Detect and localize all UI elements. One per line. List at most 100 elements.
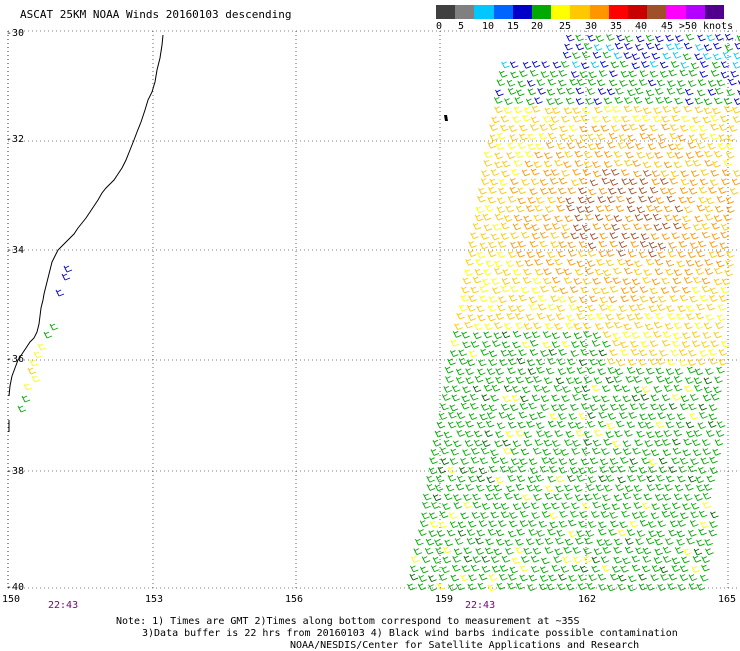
- wind-barb: [683, 276, 693, 284]
- wind-barb: [622, 492, 632, 500]
- wind-barb: [660, 287, 670, 294]
- wind-barb: [687, 251, 697, 259]
- wind-barb: [594, 150, 603, 158]
- wind-barb: [563, 277, 573, 284]
- wind-barb: [546, 314, 556, 322]
- wind-barb: [580, 348, 589, 356]
- wind-barb: [608, 79, 618, 87]
- wind-barb: [456, 583, 465, 591]
- wind-barb: [524, 160, 534, 168]
- wind-barb: [475, 537, 484, 545]
- wind-barb: [639, 132, 649, 140]
- wind-barb: [689, 242, 699, 250]
- wind-barb: [673, 384, 683, 392]
- wind-barb: [628, 178, 638, 186]
- wind-barb: [658, 141, 667, 149]
- wind-barb: [606, 357, 616, 365]
- wind-barb: [715, 322, 724, 329]
- wind-barb: [554, 430, 563, 437]
- wind-barb: [696, 539, 705, 547]
- wind-barb: [507, 251, 517, 258]
- wind-barb: [585, 530, 595, 537]
- wind-barb: [468, 574, 477, 582]
- wind-barb: [586, 260, 596, 268]
- wind-barb: [583, 151, 593, 159]
- wind-barb: [595, 205, 605, 213]
- wind-barb: [676, 413, 686, 421]
- wind-barb: [495, 431, 504, 438]
- wind-barb: [488, 296, 498, 303]
- wind-barb: [625, 142, 635, 150]
- wind-barb: [678, 359, 688, 367]
- wind-barb: [632, 160, 641, 167]
- wind-barb: [627, 584, 636, 592]
- wind-barb: [481, 170, 490, 177]
- wind-barb: [568, 124, 578, 132]
- wind-barb: [519, 402, 529, 410]
- wind-barb: [665, 34, 674, 42]
- wind-barb: [477, 195, 486, 203]
- wind-barb: [657, 242, 667, 250]
- wind-barb: [445, 376, 454, 383]
- wind-barb: [533, 494, 542, 501]
- wind-barb: [651, 565, 661, 572]
- wind-barb: [591, 565, 600, 573]
- wind-barb: [720, 61, 730, 69]
- wind-barb: [714, 87, 724, 95]
- wind-barb: [651, 503, 660, 511]
- wind-barb: [570, 232, 579, 240]
- wind-barb: [506, 485, 515, 493]
- wind-barb: [690, 511, 699, 519]
- wind-barb: [611, 124, 620, 132]
- wind-barb: [510, 71, 519, 79]
- wind-barb: [630, 340, 639, 348]
- wind-barb: [598, 521, 607, 529]
- wind-barb: [672, 277, 682, 285]
- wind-barb: [440, 403, 449, 411]
- wind-barb: [645, 152, 655, 160]
- wind-barb: [597, 573, 607, 581]
- wind-barb: [657, 295, 667, 303]
- wind-barb: [652, 115, 662, 123]
- wind-barb: [551, 341, 561, 349]
- wind-barb: [475, 206, 485, 214]
- wind-barb: [691, 286, 701, 294]
- wind-barb: [444, 539, 453, 547]
- wind-barb: [610, 403, 619, 411]
- wind-barb: [674, 484, 684, 492]
- wind-barb: [657, 584, 666, 591]
- wind-barb: [635, 44, 644, 51]
- wind-barb: [626, 313, 635, 321]
- wind-barb: [528, 402, 537, 410]
- wind-barb: [501, 341, 511, 349]
- wind-barb: [466, 304, 476, 312]
- wind-barb: [716, 250, 725, 258]
- wind-barb: [521, 231, 530, 239]
- wind-barb: [704, 539, 713, 546]
- wind-barb: [602, 168, 611, 176]
- wind-barb: [605, 259, 615, 267]
- wind-barb: [663, 430, 672, 437]
- wind-barb: [545, 258, 555, 266]
- wind-barb: [523, 107, 533, 114]
- wind-barb: [710, 340, 719, 348]
- wind-barb: [548, 466, 558, 473]
- wind-barb: [542, 331, 552, 338]
- wind-barb: [570, 403, 579, 411]
- wind-barb: [557, 250, 566, 258]
- wind-barb: [578, 520, 587, 528]
- wind-barb: [659, 187, 669, 195]
- wind-barb: [453, 548, 463, 556]
- wind-barb: [541, 386, 551, 393]
- wind-barb: [709, 456, 718, 464]
- wind-barb: [672, 106, 681, 114]
- wind-barb: [614, 538, 623, 546]
- wind-barb: [630, 294, 639, 302]
- wind-barb: [551, 276, 561, 284]
- wind-barb: [715, 430, 725, 437]
- wind-barb: [602, 340, 611, 348]
- wind-barb: [580, 114, 590, 122]
- wind-barb: [496, 251, 506, 259]
- wind-barb: [625, 375, 634, 383]
- wind-barb: [544, 322, 554, 330]
